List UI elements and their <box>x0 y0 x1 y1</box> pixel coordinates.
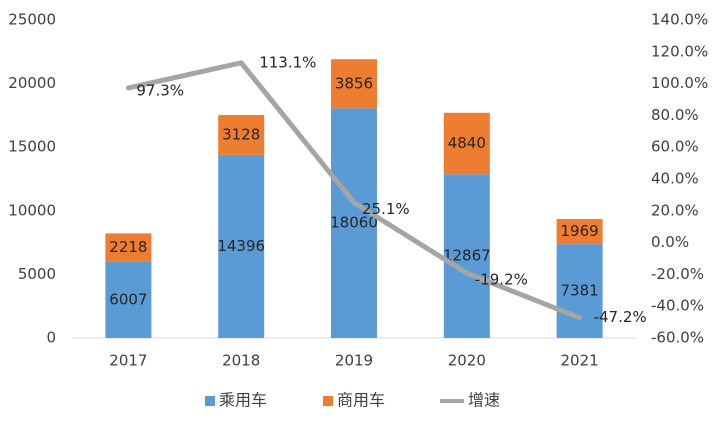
bar-data-label: 3128 <box>222 125 260 143</box>
y-left-tick-label: 15000 <box>8 138 56 156</box>
y-right-tick-label: -60.0% <box>651 329 704 347</box>
x-tick-label: 2020 <box>448 352 486 370</box>
y-right-tick-label: 140.0% <box>651 11 708 29</box>
bar-data-label: 2218 <box>109 238 147 256</box>
bar-commercial <box>105 233 152 262</box>
line-data-label: -47.2% <box>594 308 647 326</box>
bar-data-label: 14396 <box>217 237 265 255</box>
bar-data-label: 3856 <box>335 74 373 92</box>
bar-passenger <box>218 154 265 338</box>
line-data-label: 113.1% <box>259 53 316 71</box>
legend-label: 增速 <box>468 391 500 410</box>
bar-passenger <box>331 108 377 339</box>
y-left-tick-label: 10000 <box>8 201 56 219</box>
y-right-tick-label: 0.0% <box>651 233 689 251</box>
y-left-tick-label: 5000 <box>18 265 56 283</box>
y-right-tick-label: 80.0% <box>651 106 699 124</box>
y-right-tick-label: 120.0% <box>651 42 708 60</box>
x-tick-label: 2017 <box>109 352 147 370</box>
bar-commercial <box>218 115 265 155</box>
y-left-tick-label: 25000 <box>8 11 56 29</box>
bar-data-label: 6007 <box>109 290 147 308</box>
y-right-tick-label: 100.0% <box>651 74 708 92</box>
line-data-label: 97.3% <box>136 81 184 99</box>
bar-data-label: 18060 <box>330 214 378 232</box>
bar-commercial <box>556 219 603 245</box>
bar-passenger <box>556 244 603 338</box>
y-right-tick-label: -40.0% <box>651 297 704 315</box>
y-left-tick-label: 20000 <box>8 74 56 92</box>
bar-commercial <box>443 112 490 175</box>
bar-data-label: 12867 <box>443 247 491 265</box>
y-right-tick-label: -20.0% <box>651 265 704 283</box>
bar-passenger <box>443 174 490 338</box>
legend-swatch <box>323 396 333 406</box>
line-data-label: -19.2% <box>475 271 528 289</box>
y-right-tick-label: 20.0% <box>651 201 699 219</box>
y-right-tick-label: 60.0% <box>651 138 699 156</box>
growth-line <box>125 60 583 321</box>
legend-label: 乘用车 <box>219 391 267 410</box>
y-right-tick-label: 40.0% <box>651 170 699 188</box>
bar-data-label: 4840 <box>448 134 486 152</box>
bar-passenger <box>105 261 152 338</box>
bar-commercial <box>331 59 377 109</box>
legend-label: 商用车 <box>337 391 385 410</box>
legend-swatch <box>205 396 215 406</box>
x-tick-label: 2021 <box>561 352 599 370</box>
y-left-tick-label: 0 <box>46 329 56 347</box>
line-data-label: 25.1% <box>362 200 410 218</box>
x-tick-label: 2018 <box>222 352 260 370</box>
bar-data-label: 7381 <box>561 282 599 300</box>
bar-data-label: 1969 <box>561 222 599 240</box>
x-tick-label: 2019 <box>335 352 373 370</box>
